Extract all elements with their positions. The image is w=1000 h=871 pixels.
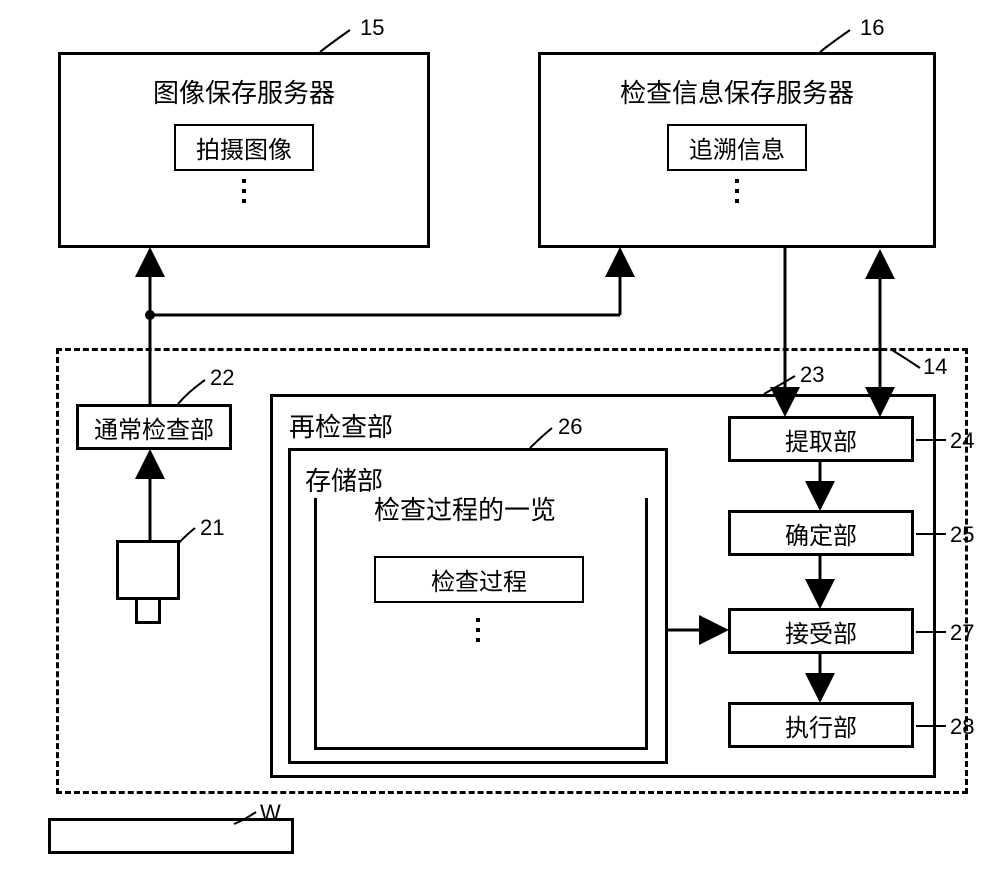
unit-28-label: 执行部 [785, 708, 857, 743]
unit-28-box: 执行部 [728, 702, 914, 748]
unit-26-content-box: 检查过程 [374, 556, 584, 603]
work-w-box [48, 818, 294, 854]
unit-22-box: 通常检查部 [76, 404, 232, 450]
unit-26-content: 检查过程 [431, 569, 527, 596]
server-15-content: 拍摄图像 [196, 137, 292, 164]
server-15-title: 图像保存服务器 [153, 73, 335, 110]
unit-27-box: 接受部 [728, 608, 914, 654]
unit-25-box: 确定部 [728, 510, 914, 556]
unit-24-box: 提取部 [728, 416, 914, 462]
server-15-box: 图像保存服务器 拍摄图像 [58, 52, 430, 248]
ref-24: 24 [950, 428, 974, 454]
diagram-canvas: 图像保存服务器 拍摄图像 15 检查信息保存服务器 追溯信息 16 14 通常检… [0, 0, 1000, 871]
ref-14: 14 [923, 354, 947, 380]
ref-28: 28 [950, 714, 974, 740]
server-16-dots [735, 179, 739, 203]
ref-22: 22 [210, 365, 234, 391]
server-15-content-box: 拍摄图像 [174, 124, 314, 171]
ref-w: W [260, 800, 281, 826]
server-16-content: 追溯信息 [689, 137, 785, 164]
unit-22-label: 通常检查部 [94, 410, 214, 445]
unit-23-label: 再检查部 [289, 407, 393, 444]
ref-23: 23 [800, 362, 824, 388]
server-16-title: 检查信息保存服务器 [620, 73, 854, 110]
ref-27: 27 [950, 620, 974, 646]
unit-25-label: 确定部 [785, 516, 857, 551]
unit-24-label: 提取部 [785, 422, 857, 457]
server-16-content-box: 追溯信息 [667, 124, 807, 171]
ref-16: 16 [860, 15, 884, 41]
unit-26-dots [476, 618, 480, 642]
unit-26-sublabel: 检查过程的一览 [370, 490, 560, 527]
ref-26: 26 [558, 414, 582, 440]
unit-26-list-box [314, 498, 648, 750]
ref-15: 15 [360, 15, 384, 41]
ref-21: 21 [200, 515, 224, 541]
camera-21 [116, 540, 180, 624]
ref-25: 25 [950, 522, 974, 548]
unit-27-label: 接受部 [785, 614, 857, 649]
server-16-box: 检查信息保存服务器 追溯信息 [538, 52, 936, 248]
server-15-dots [242, 179, 246, 203]
